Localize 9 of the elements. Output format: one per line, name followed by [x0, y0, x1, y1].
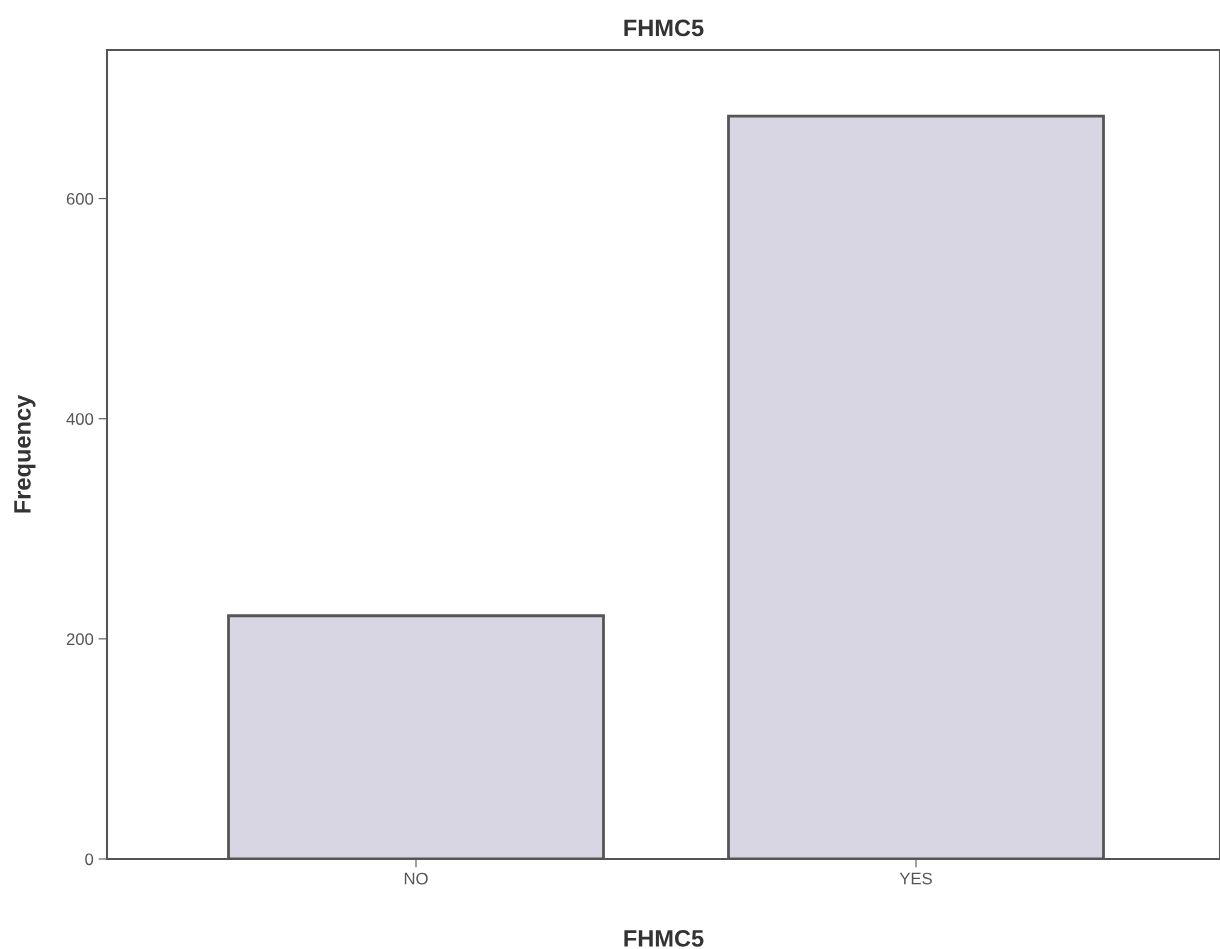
y-tick-label: 0 [85, 853, 94, 866]
x-tick-label: NO [404, 872, 428, 885]
y-axis-title: Frequency [14, 394, 36, 513]
chart-title: FHMC5 [624, 19, 704, 37]
x-tick-label: YES [899, 872, 932, 885]
x-axis-title: FHMC5 [624, 930, 704, 947]
y-tick-label: 400 [66, 413, 94, 425]
y-tick-label: 200 [66, 633, 94, 646]
y-tick-label: 600 [66, 192, 94, 205]
